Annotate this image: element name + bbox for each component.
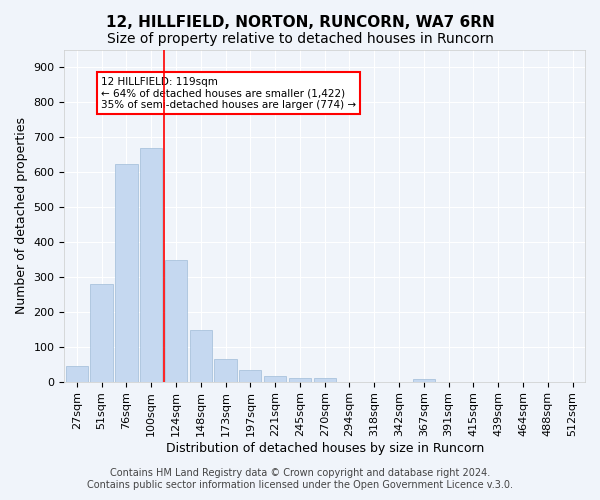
Bar xyxy=(264,376,286,382)
Bar xyxy=(140,148,163,382)
Y-axis label: Number of detached properties: Number of detached properties xyxy=(15,118,28,314)
Bar xyxy=(289,378,311,382)
Bar xyxy=(165,260,187,382)
Text: 12 HILLFIELD: 119sqm
← 64% of detached houses are smaller (1,422)
35% of semi-de: 12 HILLFIELD: 119sqm ← 64% of detached h… xyxy=(101,76,356,110)
Bar xyxy=(214,359,236,382)
Text: 12, HILLFIELD, NORTON, RUNCORN, WA7 6RN: 12, HILLFIELD, NORTON, RUNCORN, WA7 6RN xyxy=(106,15,494,30)
Text: Size of property relative to detached houses in Runcorn: Size of property relative to detached ho… xyxy=(107,32,493,46)
Bar xyxy=(413,379,435,382)
Bar xyxy=(190,330,212,382)
Bar xyxy=(115,164,137,382)
Bar xyxy=(65,366,88,382)
Bar xyxy=(314,378,336,382)
Text: Contains HM Land Registry data © Crown copyright and database right 2024.
Contai: Contains HM Land Registry data © Crown c… xyxy=(87,468,513,490)
Bar xyxy=(239,370,262,382)
Bar xyxy=(91,284,113,382)
X-axis label: Distribution of detached houses by size in Runcorn: Distribution of detached houses by size … xyxy=(166,442,484,455)
